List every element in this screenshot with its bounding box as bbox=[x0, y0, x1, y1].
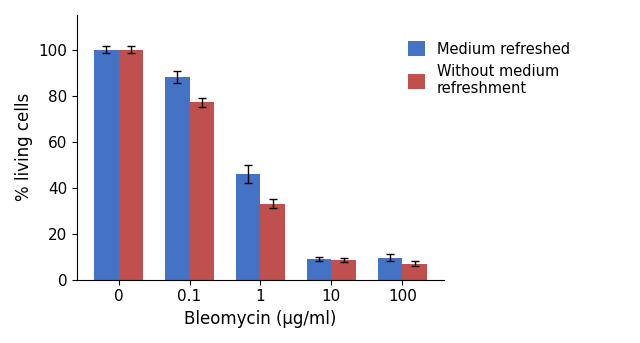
Bar bbox=[94, 49, 118, 280]
Bar bbox=[378, 258, 403, 280]
Bar bbox=[403, 264, 427, 280]
Bar bbox=[189, 103, 214, 280]
Bar bbox=[260, 204, 285, 280]
Bar bbox=[307, 259, 332, 280]
Y-axis label: % living cells: % living cells bbox=[15, 93, 33, 201]
Legend: Medium refreshed, Without medium
refreshment: Medium refreshed, Without medium refresh… bbox=[402, 36, 576, 102]
Bar bbox=[236, 174, 260, 280]
X-axis label: Bleomycin (μg/ml): Bleomycin (μg/ml) bbox=[184, 310, 337, 328]
Bar bbox=[164, 77, 189, 280]
Bar bbox=[118, 49, 143, 280]
Bar bbox=[332, 260, 356, 280]
